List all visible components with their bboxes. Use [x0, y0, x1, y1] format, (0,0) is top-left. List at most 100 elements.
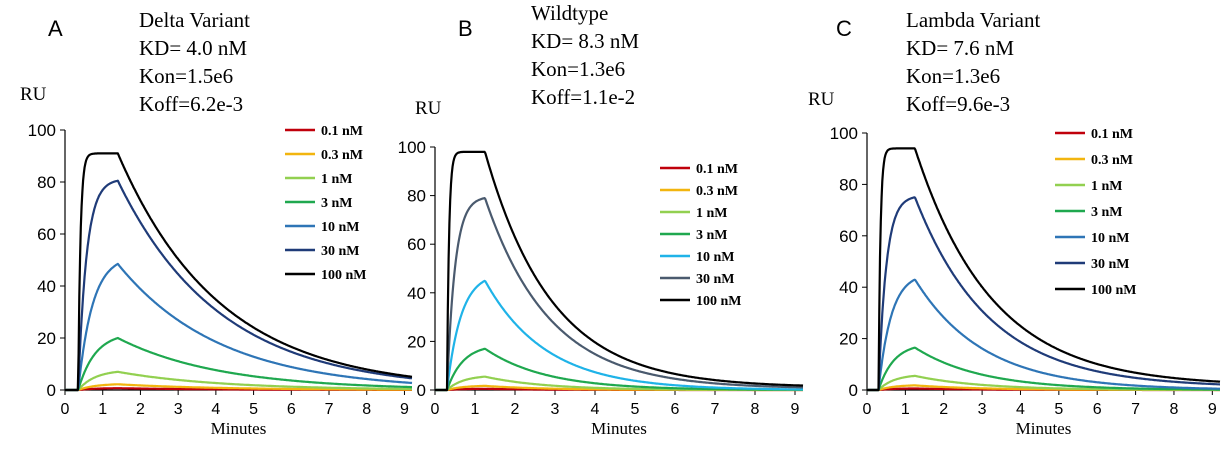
legend-label: 0.3 nM: [321, 148, 363, 163]
x-tick-label: 2: [939, 401, 948, 418]
x-tick-label: 5: [1054, 401, 1063, 418]
y-tick-label: 40: [407, 284, 426, 303]
x-axis-label: Minutes: [591, 419, 647, 438]
series-line-3-nm: [64, 336, 413, 392]
legend-label: 30 nM: [1091, 257, 1130, 272]
legend-label: 0.1 nM: [1091, 127, 1133, 142]
panel-letter: C: [836, 16, 852, 41]
kinetics-annotation: Kon=1.3e6: [531, 57, 625, 81]
series-line-10-nm: [866, 278, 1221, 392]
series-line-1-nm: [64, 370, 413, 392]
series-line-30-nm: [866, 196, 1221, 392]
x-axis-label: Minutes: [1016, 419, 1072, 438]
y-tick-label: 100: [830, 124, 858, 143]
legend-label: 100 nM: [696, 294, 742, 309]
legend-label: 10 nM: [1091, 231, 1130, 246]
x-tick-label: 8: [362, 401, 371, 418]
x-tick-label: 4: [1016, 401, 1025, 418]
y-tick-label: 100: [398, 138, 426, 157]
y-axis-label: RU: [415, 98, 442, 119]
series-line-100-nm: [866, 147, 1221, 392]
series-line-10-nm: [64, 262, 413, 392]
series-line-30-nm: [64, 179, 413, 392]
legend-label: 100 nM: [1091, 283, 1137, 298]
y-tick-label: 60: [839, 227, 858, 246]
legend-label: 1 nM: [1091, 179, 1123, 194]
x-tick-label: 2: [136, 401, 145, 418]
series-line-100-nm: [434, 150, 804, 392]
y-tick-label: 0: [849, 381, 858, 400]
y-axis-label: RU: [808, 89, 835, 110]
series-line-3-nm: [866, 346, 1221, 392]
kinetics-annotation: Koff=6.2e-3: [139, 92, 243, 116]
x-tick-label: 4: [591, 401, 600, 418]
y-tick-label: 80: [407, 187, 426, 206]
x-tick-label: 7: [711, 401, 720, 418]
x-tick-label: 7: [1131, 401, 1140, 418]
series-line-10-nm: [434, 279, 804, 392]
panel-letter: A: [48, 16, 63, 41]
legend: 0.1 nM 0.3 nM 1 nM 3 nM 10 nM 30 nM 100 nM: [1055, 127, 1137, 298]
panel-b: B Wildtype KD= 8.3 nM Kon=1.3e6 Koff=1.1e-2 R…: [398, 1, 804, 438]
y-tick-label: 40: [839, 278, 858, 297]
panel-title: Lambda Variant: [906, 8, 1040, 32]
x-tick-label: 3: [551, 401, 560, 418]
x-tick-label: 6: [287, 401, 296, 418]
y-tick-label: 0: [47, 381, 56, 400]
legend-label: 0.1 nM: [696, 162, 738, 177]
x-tick-label: 5: [631, 401, 640, 418]
x-tick-label: 6: [1093, 401, 1102, 418]
x-tick-label: 0: [431, 401, 440, 418]
x-tick-label: 1: [471, 401, 480, 418]
kinetics-annotation: Koff=1.1e-2: [531, 85, 635, 109]
y-tick-label: 100: [28, 121, 56, 140]
panel-title: Delta Variant: [139, 8, 250, 32]
y-axis-label: RU: [20, 84, 47, 105]
legend-label: 30 nM: [321, 244, 360, 259]
kinetics-annotation: KD= 4.0 nM: [139, 36, 247, 60]
legend-label: 1 nM: [696, 206, 728, 221]
panel-title: Wildtype: [531, 1, 608, 25]
x-axis-label: Minutes: [211, 419, 267, 438]
y-tick-label: 40: [37, 277, 56, 296]
legend-label: 10 nM: [321, 220, 360, 235]
x-tick-label: 9: [791, 401, 800, 418]
legend-label: 3 nM: [1091, 205, 1123, 220]
legend-label: 3 nM: [696, 228, 728, 243]
y-tick-label: 60: [37, 225, 56, 244]
x-tick-label: 0: [863, 401, 872, 418]
x-tick-label: 2: [511, 401, 520, 418]
x-tick-label: 1: [901, 401, 910, 418]
x-tick-label: 7: [325, 401, 334, 418]
legend: 0.1 nM 0.3 nM 1 nM 3 nM 10 nM 30 nM 100 nM: [660, 162, 742, 309]
series-line-0-3-nm: [64, 383, 413, 392]
x-tick-label: 5: [249, 401, 258, 418]
legend-label: 3 nM: [321, 196, 353, 211]
kinetics-annotation: Kon=1.3e6: [906, 64, 1000, 88]
legend-label: 30 nM: [696, 272, 735, 287]
panel-c: C Lambda Variant KD= 7.6 nM Kon=1.3e6 Koff=9…: [808, 8, 1221, 438]
kinetics-annotation: KD= 7.6 nM: [906, 36, 1014, 60]
legend-label: 0.3 nM: [1091, 153, 1133, 168]
series-line-100-nm: [64, 152, 413, 392]
legend-label: 10 nM: [696, 250, 735, 265]
kinetics-annotation: KD= 8.3 nM: [531, 29, 639, 53]
legend-label: 0.1 nM: [321, 124, 363, 139]
legend-label: 0.3 nM: [696, 184, 738, 199]
legend-label: 1 nM: [321, 172, 353, 187]
kinetics-annotation: Koff=9.6e-3: [906, 92, 1010, 116]
x-tick-label: 9: [400, 401, 409, 418]
x-tick-label: 3: [174, 401, 183, 418]
panel-a: A Delta Variant KD= 4.0 nM Kon=1.5e6 Koff=6.…: [20, 8, 413, 438]
x-tick-label: 9: [1208, 401, 1217, 418]
kinetics-annotation: Kon=1.5e6: [139, 64, 233, 88]
x-tick-label: 4: [211, 401, 220, 418]
series-line-30-nm: [434, 197, 804, 392]
panel-letter: B: [458, 16, 473, 41]
x-tick-label: 0: [61, 401, 70, 418]
x-tick-label: 1: [98, 401, 107, 418]
x-tick-label: 8: [1170, 401, 1179, 418]
y-tick-label: 60: [407, 235, 426, 254]
y-tick-label: 80: [839, 175, 858, 194]
